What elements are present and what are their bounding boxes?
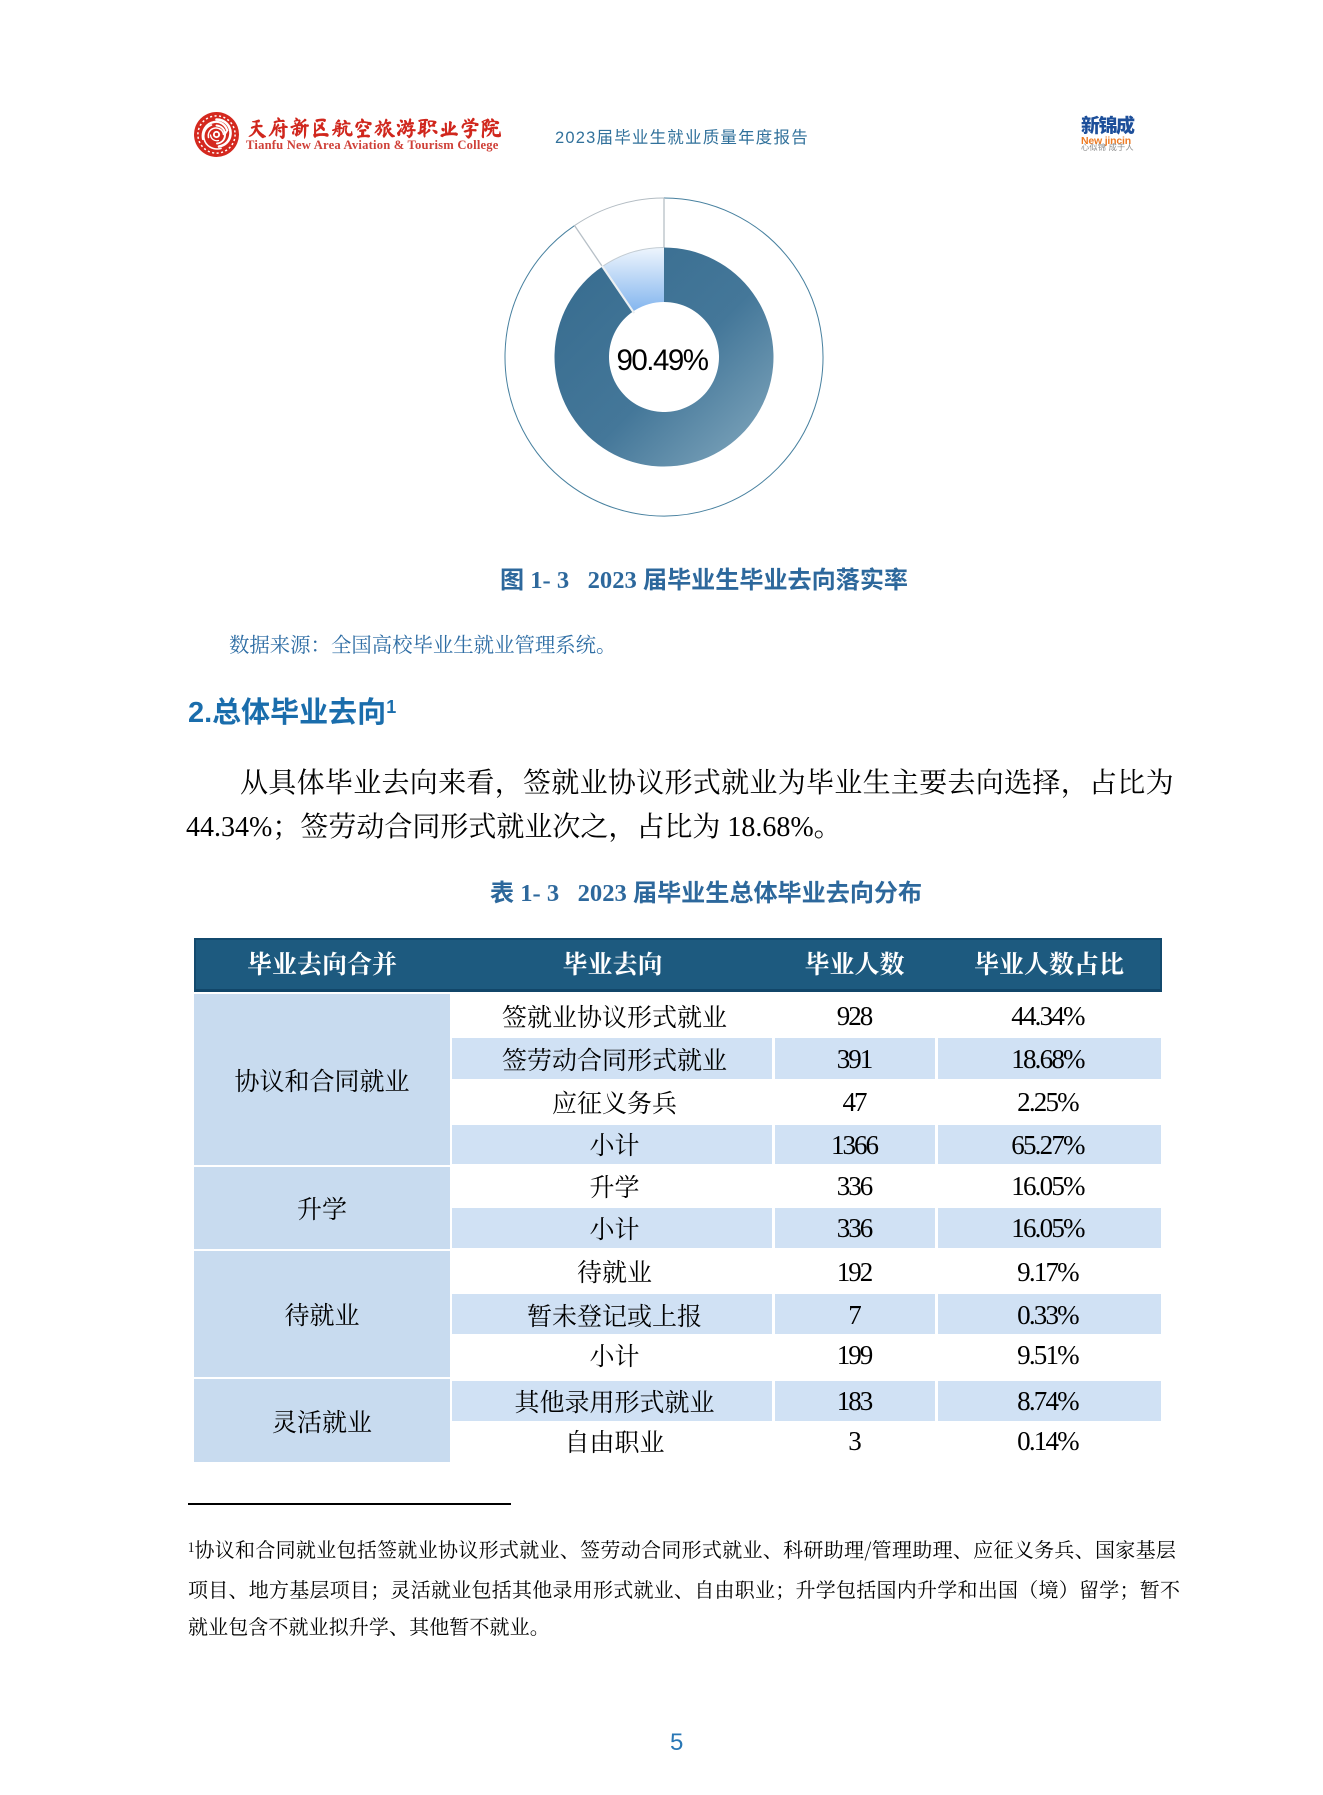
svg-text:90.49%: 90.49% xyxy=(616,344,708,377)
